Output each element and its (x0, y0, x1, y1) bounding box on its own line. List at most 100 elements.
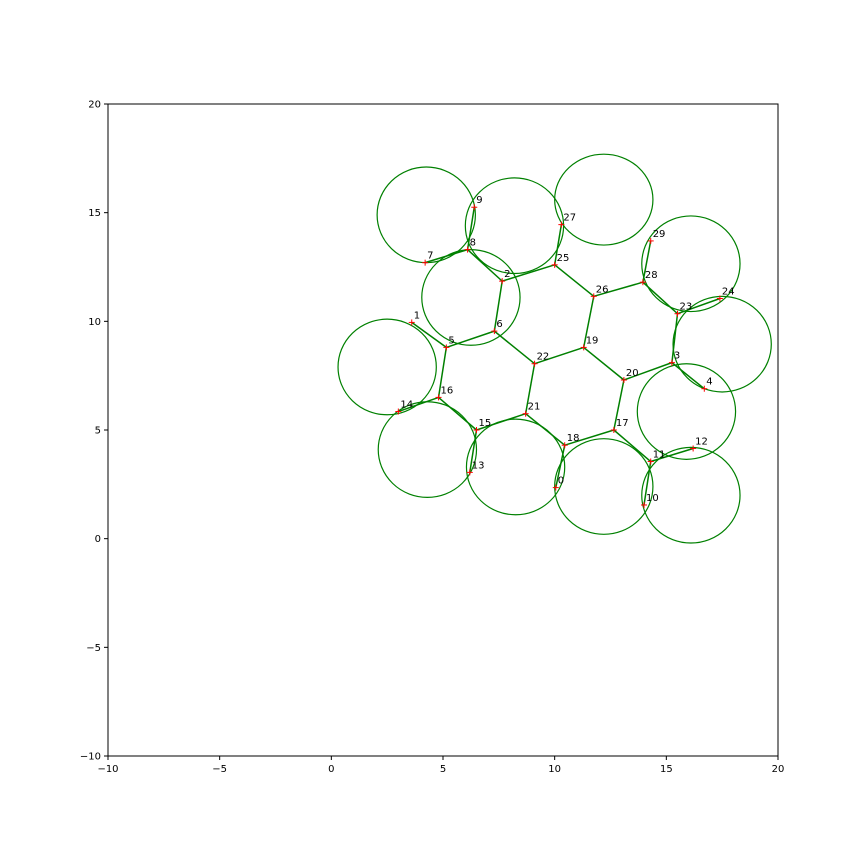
circle-2 (554, 153, 654, 246)
y-tick-label: −10 (80, 752, 101, 763)
points-layer (395, 204, 723, 508)
x-ticks: −10 −5 0 5 10 15 20 (97, 756, 784, 775)
x-tick-label: 0 (328, 764, 334, 775)
point-label-28: 28 (645, 270, 658, 281)
point-5 (443, 344, 450, 351)
edge-20-3 (623, 361, 673, 381)
point-label-16: 16 (441, 385, 454, 396)
edge-28-26 (593, 281, 644, 298)
point-label-29: 29 (653, 229, 666, 240)
point-15 (473, 427, 480, 433)
circle-5 (636, 363, 737, 460)
edge-22-6 (493, 330, 536, 365)
edge-28-29 (642, 240, 652, 283)
point-27 (558, 221, 565, 228)
edge-22-21 (524, 363, 536, 414)
point-label-23: 23 (680, 302, 693, 313)
edge-16-14 (398, 396, 439, 413)
edge-3-23 (671, 313, 679, 363)
y-ticks: −10 −5 0 5 10 15 20 (80, 100, 108, 763)
circle-6 (641, 446, 741, 544)
point-10 (641, 501, 647, 508)
point-label-3: 3 (674, 351, 680, 362)
y-tick-label: 15 (88, 208, 101, 219)
point-23 (674, 310, 681, 317)
x-tick-label: 20 (772, 764, 785, 775)
y-tick-label: 20 (88, 100, 101, 111)
point-11 (647, 458, 654, 465)
point-label-22: 22 (537, 352, 550, 363)
point-label-7: 7 (427, 251, 433, 262)
point-24 (716, 295, 723, 302)
point-25 (551, 261, 558, 268)
point-4 (701, 385, 708, 392)
edge-0-18 (555, 445, 566, 488)
point-label-19: 19 (586, 335, 599, 346)
edge-23-28 (642, 281, 679, 315)
point-29 (647, 237, 654, 244)
edge-26-25 (554, 264, 595, 297)
circle-4 (672, 295, 772, 393)
circle-7 (554, 438, 654, 535)
point-label-4: 4 (706, 377, 712, 388)
point-label-24: 24 (722, 287, 735, 298)
point-19 (580, 344, 587, 351)
y-tick-label: 5 (95, 426, 101, 437)
edge-5-6 (446, 330, 495, 349)
x-tick-label: −5 (212, 764, 227, 775)
edge-20-19 (583, 346, 625, 381)
edge-23-24 (677, 297, 721, 315)
point-label-17: 17 (616, 418, 629, 429)
edge-18-17 (564, 429, 615, 446)
point-1 (408, 319, 415, 326)
point-label-27: 27 (563, 213, 576, 224)
point-label-21: 21 (528, 402, 541, 413)
point-0 (552, 484, 559, 491)
point-2 (499, 278, 506, 285)
point-12 (690, 445, 697, 452)
x-tick-label: 5 (440, 764, 446, 775)
point-6 (491, 328, 498, 335)
x-tick-label: 15 (660, 764, 673, 775)
circle-10 (337, 318, 437, 416)
point-16 (435, 394, 442, 401)
x-tick-label: −10 (97, 764, 118, 775)
edge-5-1 (411, 321, 447, 349)
edge-17-20 (613, 379, 625, 431)
point-7 (422, 259, 429, 266)
point-label-5: 5 (448, 335, 454, 346)
point-label-14: 14 (400, 400, 413, 411)
circle-3 (641, 215, 741, 313)
point-3 (668, 359, 675, 366)
point-label-9: 9 (476, 195, 482, 206)
point-label-0: 0 (558, 476, 564, 487)
point-label-20: 20 (626, 368, 639, 379)
edge-17-11 (613, 429, 652, 463)
x-tick-label: 10 (548, 764, 561, 775)
point-label-6: 6 (496, 319, 502, 330)
edge-6-2 (493, 281, 503, 332)
point-28 (639, 279, 646, 286)
y-tick-label: 0 (95, 534, 101, 545)
edge-8-7 (424, 248, 468, 264)
y-tick-label: 10 (88, 317, 101, 328)
point-9 (471, 204, 478, 211)
point-label-1: 1 (414, 310, 420, 321)
point-label-10: 10 (646, 493, 659, 504)
point-label-18: 18 (567, 433, 580, 444)
point-21 (522, 410, 529, 417)
point-label-15: 15 (479, 418, 492, 429)
point-13 (466, 469, 473, 476)
point-label-12: 12 (695, 436, 708, 447)
edge-18-21 (525, 413, 566, 446)
point-17 (610, 427, 617, 433)
point-label-11: 11 (653, 450, 666, 461)
edge-11-12 (650, 447, 694, 463)
edge-8-9 (466, 207, 476, 250)
point-8 (464, 246, 471, 253)
edge-25-2 (501, 264, 555, 282)
labels-layer: 0123456789101112131415161718192021222324… (400, 195, 734, 504)
circle-8 (465, 418, 566, 516)
